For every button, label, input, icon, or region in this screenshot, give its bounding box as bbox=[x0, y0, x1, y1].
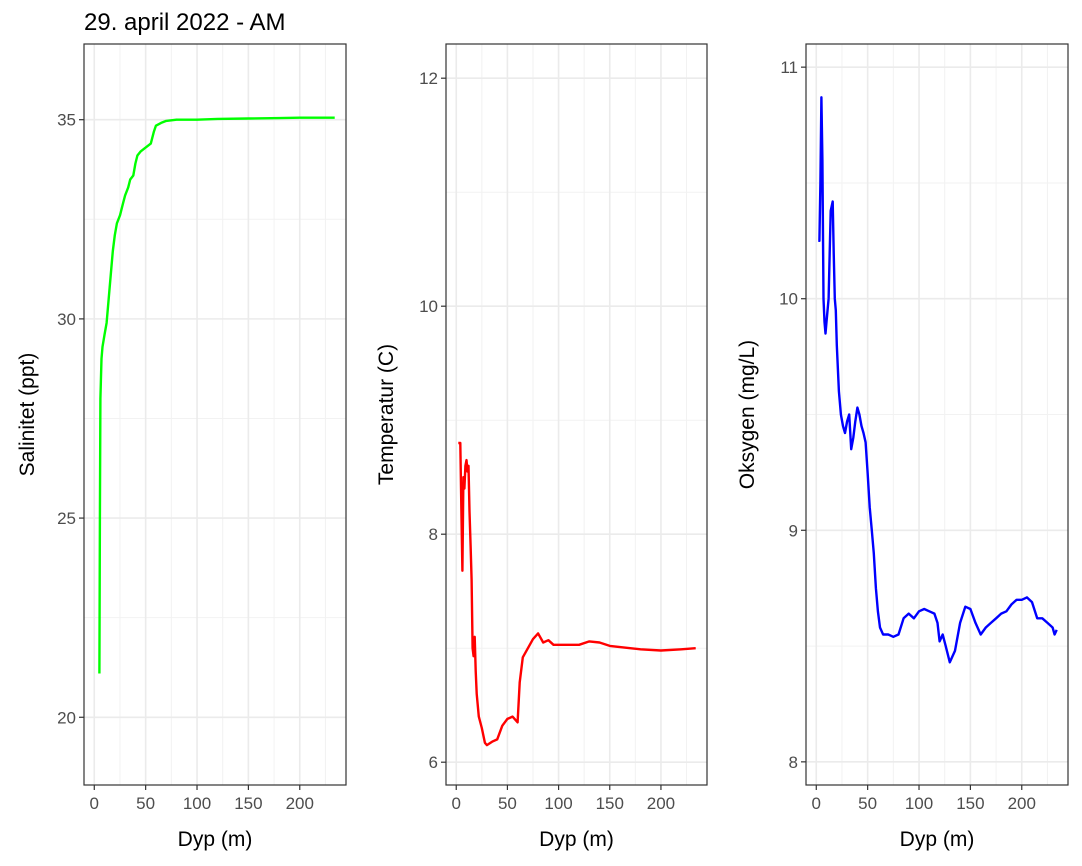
x-tick-label: 200 bbox=[1008, 794, 1036, 813]
y-tick-label: 35 bbox=[57, 111, 76, 130]
panel-border bbox=[805, 43, 1069, 786]
series-line bbox=[458, 441, 696, 747]
y-axis-label: Salinitet (ppt) bbox=[16, 353, 39, 477]
panel-3: 0 50 100 150 200 8 9 10 11 Dyp (m) Oksygen (mg/L) bbox=[736, 43, 1069, 851]
y-axis-label: Temperatur (C) bbox=[375, 344, 398, 485]
panel-border bbox=[445, 43, 708, 786]
y-tick-label: 10 bbox=[779, 290, 798, 309]
panel-1: 0 50 100 150 200 20 25 30 35 Dyp (m) Salinitet (pp… bbox=[16, 43, 347, 851]
y-tick-label: 10 bbox=[419, 297, 438, 316]
y-tick-label: 8 bbox=[789, 753, 798, 772]
x-tick-label: 150 bbox=[234, 794, 262, 813]
x-axis-label: Dyp (m) bbox=[539, 828, 614, 851]
y-tick-label: 30 bbox=[57, 310, 76, 329]
x-tick-label: 150 bbox=[596, 794, 624, 813]
y-tick-label: 20 bbox=[57, 708, 76, 727]
x-tick-label: 50 bbox=[136, 794, 155, 813]
x-tick-label: 50 bbox=[498, 794, 517, 813]
x-tick-label: 100 bbox=[183, 794, 211, 813]
x-axis-label: Dyp (m) bbox=[178, 828, 253, 851]
y-tick-label: 9 bbox=[789, 521, 798, 540]
series-line bbox=[818, 96, 1058, 664]
x-tick-label: 200 bbox=[286, 794, 314, 813]
x-tick-label: 100 bbox=[544, 794, 572, 813]
figure-title: 29. april 2022 - AM bbox=[84, 9, 286, 36]
x-axis-label: Dyp (m) bbox=[900, 828, 975, 851]
y-tick-label: 8 bbox=[429, 525, 438, 544]
x-tick-label: 50 bbox=[858, 794, 877, 813]
x-tick-label: 100 bbox=[905, 794, 933, 813]
x-tick-label: 150 bbox=[956, 794, 984, 813]
x-tick-label: 200 bbox=[647, 794, 675, 813]
panel-border bbox=[83, 43, 347, 786]
x-tick-label: 0 bbox=[90, 794, 99, 813]
y-axis-label: Oksygen (mg/L) bbox=[736, 340, 759, 489]
y-tick-label: 11 bbox=[780, 58, 798, 77]
panel-2: 0 50 100 150 200 6 8 10 12 Dyp (m) Temperatur (C) bbox=[375, 43, 708, 851]
y-tick-label: 6 bbox=[429, 753, 438, 772]
x-tick-label: 0 bbox=[812, 794, 821, 813]
x-tick-label: 0 bbox=[452, 794, 461, 813]
y-tick-label: 12 bbox=[419, 69, 438, 88]
series-line bbox=[98, 116, 335, 674]
y-tick-label: 25 bbox=[57, 509, 76, 528]
